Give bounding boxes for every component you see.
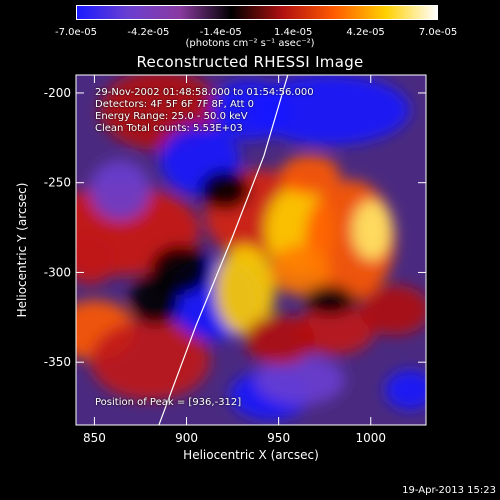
colorbar-tick-label: -7.0e-05 [55, 27, 97, 38]
annotation-peak: Position of Peak = [936,-312] [95, 397, 242, 408]
solar-limb-line [158, 75, 289, 425]
colorbar [76, 5, 438, 20]
annotation-clean: Clean Total counts: 5.53E+03 [95, 123, 243, 134]
y-tick-label: -300 [44, 265, 71, 279]
y-tick-label: -200 [44, 86, 71, 100]
colorbar-tick-label: 4.2e-05 [346, 27, 385, 38]
x-tick-label: 1000 [355, 431, 386, 445]
y-axis-label: Heliocentric Y (arcsec) [15, 183, 29, 318]
colorbar-tick-label: 7.0e-05 [418, 27, 458, 38]
annotation-time: 29-Nov-2002 01:48:58.000 to 01:54:56.000 [95, 87, 314, 98]
colorbar-tick-label: -1.4e-05 [199, 27, 242, 38]
chart-title: Reconstructed RHESSI Image [136, 53, 364, 71]
annotation-energy: Energy Range: 25.0 - 50.0 keV [95, 111, 248, 122]
y-tick-label: -250 [44, 176, 71, 190]
annotation-detectors: Detectors: 4F 5F 6F 7F 8F, Att 0 [95, 99, 255, 110]
footer-timestamp: 19-Apr-2013 15:23 [402, 485, 496, 496]
x-axis-label: Heliocentric X (arcsec) [183, 448, 319, 462]
x-tick-label: 850 [83, 431, 106, 445]
colorbar-tick-label: -4.2e-05 [127, 27, 170, 38]
y-tick-label: -350 [44, 355, 71, 369]
heatmap-image [76, 75, 426, 425]
x-tick-label: 900 [175, 431, 198, 445]
colorbar-units: (photons cm⁻² s⁻¹ asec⁻²) [185, 38, 315, 49]
plot-frame [75, 74, 427, 426]
colorbar-tick-label: 1.4e-05 [273, 27, 313, 38]
x-tick-label: 950 [267, 431, 290, 445]
